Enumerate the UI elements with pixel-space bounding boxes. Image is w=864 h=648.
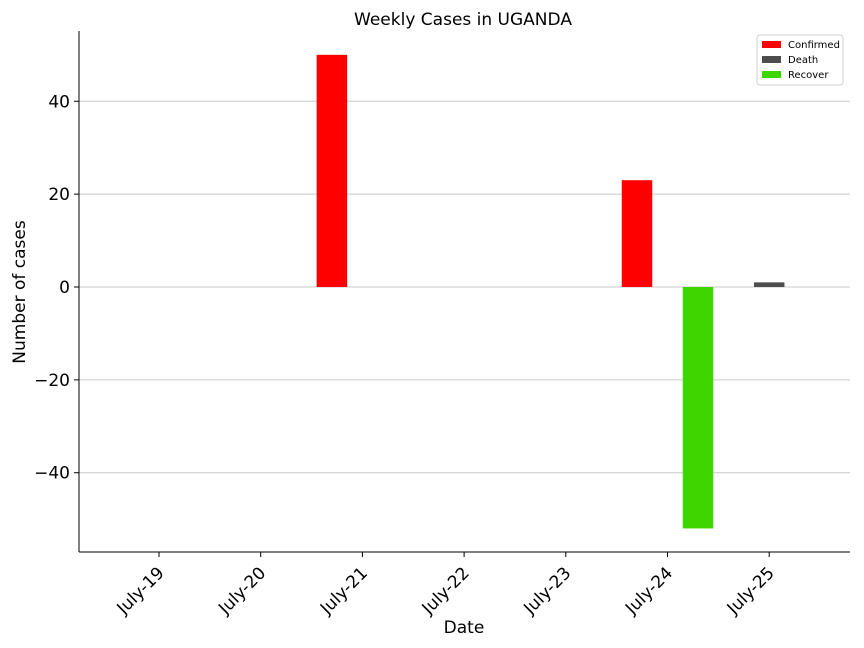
- legend-swatch: [762, 56, 781, 63]
- legend-swatch: [762, 71, 781, 78]
- bar-confirmed: [316, 54, 348, 287]
- y-tick-label: 20: [48, 185, 70, 205]
- bars: [316, 54, 785, 529]
- chart-title: Weekly Cases in UGANDA: [354, 10, 572, 30]
- x-tick-label: July-25: [723, 563, 779, 619]
- y-tick-label: 0: [59, 278, 70, 298]
- y-axis-label: Number of cases: [10, 220, 30, 364]
- legend: Confirmed Death Recover: [756, 34, 844, 86]
- legend-swatch: [762, 41, 781, 48]
- gridlines: [79, 100, 850, 474]
- x-tick-label: July-21: [316, 563, 372, 619]
- x-axis-label: Date: [444, 618, 485, 638]
- y-ticks: −40 −20 0 20 40: [34, 92, 79, 484]
- x-tick-label: July-19: [113, 563, 169, 619]
- x-tick-label: July-23: [519, 563, 575, 619]
- axes: [78, 31, 850, 553]
- y-tick-label: −40: [34, 464, 70, 484]
- x-tick-label: July-24: [621, 563, 677, 619]
- bar-recover: [682, 287, 714, 529]
- bar-death: [753, 282, 785, 287]
- x-tick-label: July-22: [418, 563, 474, 619]
- y-tick-label: −20: [34, 371, 70, 391]
- x-ticks: July-19 July-20 July-21 July-22 July-23 July-…: [113, 552, 779, 619]
- legend-label: Recover: [788, 70, 829, 81]
- x-tick-label: July-20: [214, 563, 270, 619]
- y-tick-label: 40: [48, 92, 70, 112]
- bar-confirmed: [621, 180, 653, 287]
- legend-label: Confirmed: [788, 40, 840, 51]
- legend-label: Death: [788, 55, 818, 66]
